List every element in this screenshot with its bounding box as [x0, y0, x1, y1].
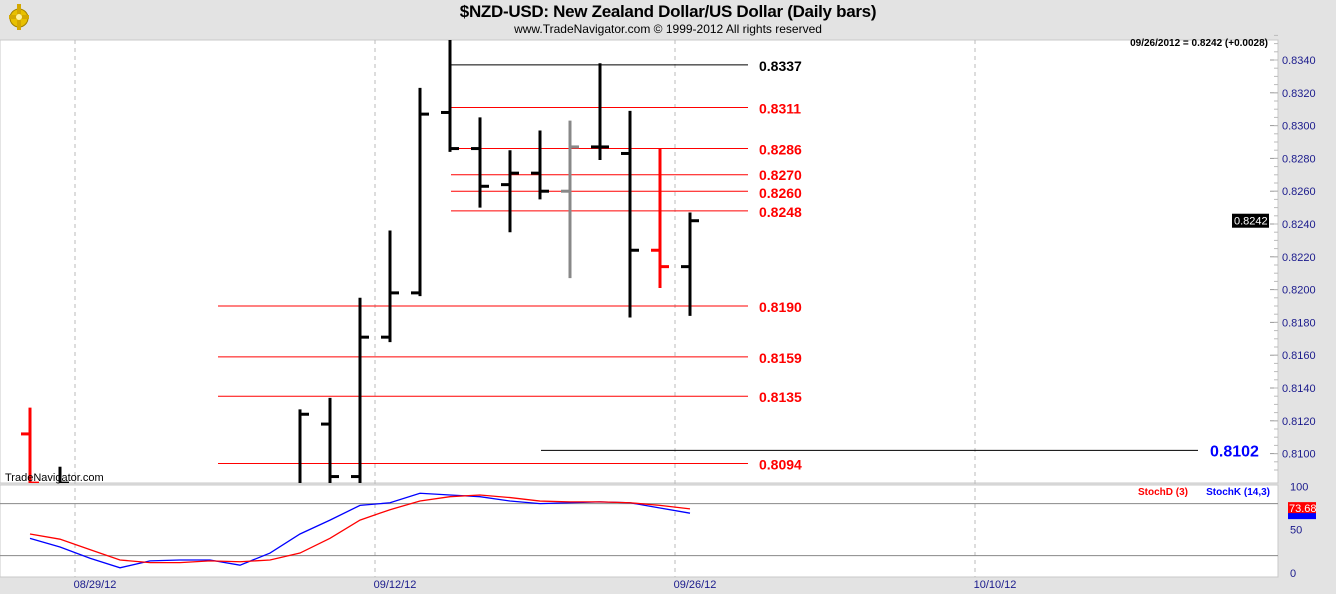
last-price-label: 0.8242 [1234, 216, 1268, 228]
trade-navigator-logo-icon [9, 4, 29, 30]
y-tick-label: 0.8220 [1282, 252, 1316, 264]
price-panel [0, 39, 1279, 484]
y-tick-label: 0.8120 [1282, 416, 1316, 428]
y-tick-label: 0.8260 [1282, 186, 1316, 198]
stoch-y-tick-label: 100 [1290, 481, 1308, 493]
y-tick-label: 0.8340 [1282, 55, 1316, 67]
level-label: 0.8102 [1210, 443, 1259, 460]
stochd-readout: 73.68 [1289, 503, 1317, 515]
x-tick-label: 08/29/12 [74, 579, 117, 591]
y-tick-label: 0.8100 [1282, 449, 1316, 461]
bars-group [21, 40, 1198, 483]
y-tick-label: 0.8240 [1282, 219, 1316, 231]
level-label: 0.8094 [759, 456, 802, 472]
y-tick-label: 0.8180 [1282, 317, 1316, 329]
legend-stochk: StochK (14,3) [1206, 487, 1270, 498]
last-price-badge [1232, 213, 1269, 228]
y-tick-label: 0.8200 [1282, 285, 1316, 297]
level-label: 0.8311 [759, 101, 801, 117]
x-tick-label: 09/26/12 [674, 579, 717, 591]
level-label: 0.8270 [759, 167, 802, 183]
x-tick-label: 09/12/12 [374, 579, 417, 591]
legend-stochd: StochD (3) [1138, 487, 1188, 498]
level-label: 0.8286 [759, 142, 802, 158]
stochk-readout-badge [1288, 509, 1316, 520]
y-tick-label: 0.8160 [1282, 350, 1316, 362]
chart-title: $NZD-USD: New Zealand Dollar/US Dollar (… [459, 2, 877, 21]
level-label: 0.8159 [759, 350, 802, 366]
y-tick-label: 0.8320 [1282, 88, 1316, 100]
watermark: TradeNavigator.com [5, 472, 104, 484]
y-tick-label: 0.8280 [1282, 153, 1316, 165]
level-label: 0.8135 [759, 389, 802, 405]
stochd-readout-badge [1288, 502, 1316, 514]
x-tick-label: 10/10/12 [974, 579, 1017, 591]
stochastic-panel [0, 484, 1279, 578]
level-label: 0.8337 [759, 58, 802, 74]
y-tick-label: 0.8300 [1282, 121, 1316, 133]
chart-subtitle: www.TradeNavigator.com © 1999-2012 All r… [514, 22, 822, 36]
level-label: 0.8260 [759, 185, 802, 201]
stoch-y-tick-label: 0 [1290, 568, 1296, 580]
level-label: 0.8248 [759, 204, 802, 220]
stoch-y-tick-label: 50 [1290, 525, 1302, 537]
chart-header: $NZD-USD: New Zealand Dollar/US Dollar (… [0, 0, 1336, 38]
y-tick-label: 0.8140 [1282, 383, 1316, 395]
stoch-line-d [29, 494, 691, 564]
price-readout: 09/26/2012 = 0.8242 (+0.0028) [1130, 38, 1268, 49]
level-label: 0.8190 [759, 299, 802, 315]
